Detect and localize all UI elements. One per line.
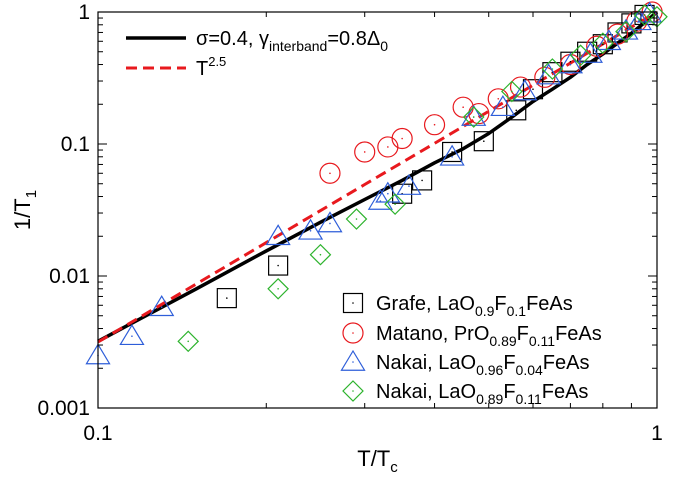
y-axis-label: 1/T1 — [10, 190, 40, 230]
legend-marker-1 — [342, 322, 364, 344]
legend-marker-label-2: Nakai, LaO0.96F0.04FeAs — [376, 352, 589, 378]
series-1-point-3 — [391, 127, 413, 150]
series-1-point-2 — [377, 136, 399, 158]
series-1-point-5 — [452, 96, 474, 118]
series-2-point-11 — [490, 95, 516, 117]
series-0-point-7 — [522, 79, 544, 100]
series-3-point-2 — [309, 243, 332, 266]
axes-layer: 0.1 1 0.001 0.01 0.1 1 T/Tc 1/T1 — [10, 1, 663, 476]
legend-marker-label-3: Nakai, LaO0.89F0.11FeAs — [376, 381, 588, 407]
x-tick-label-0: 0.1 — [83, 422, 112, 445]
series-2-point-3 — [265, 224, 291, 246]
series-3-point-1 — [267, 277, 289, 300]
series-3-point-10 — [615, 20, 637, 43]
series-3-point-3 — [345, 208, 368, 230]
series-3-point-5 — [462, 106, 485, 128]
series-2-point-4 — [297, 218, 324, 240]
series-3-point-4 — [384, 193, 406, 216]
curve-line-0 — [97, 10, 659, 343]
series-3-point-6 — [501, 80, 523, 103]
legend-marker-label-1: Matano, PrO0.89F0.11FeAs — [376, 323, 602, 349]
series-0-point-0 — [216, 288, 237, 309]
series-2-point-1 — [119, 324, 145, 346]
series-2-point-5 — [317, 211, 343, 233]
x-tick-label-1: 1 — [651, 422, 663, 445]
legend-marker-0 — [342, 292, 364, 314]
series-2-point-12 — [512, 79, 538, 101]
series-0-point-4 — [442, 141, 463, 163]
x-axis-label: T/Tc — [357, 446, 398, 476]
y-tick-label-2: 0.1 — [61, 133, 90, 156]
y-tick-label-3: 1 — [78, 1, 90, 24]
series-0-point-6 — [506, 100, 527, 121]
series-2-point-16 — [596, 29, 622, 51]
series-2-point-14 — [557, 52, 584, 74]
series-1-point-1 — [354, 141, 376, 163]
series-2-point-9 — [439, 144, 465, 166]
series-3-point-7 — [541, 58, 564, 80]
legend-marker-3 — [342, 380, 364, 402]
legend-marker-label-0: Grafe, LaO0.9F0.1FeAs — [376, 293, 573, 319]
series-2-point-2 — [149, 295, 175, 317]
y-tick-label-0: 0.001 — [37, 397, 90, 420]
legend-curve-label-0: σ=0.4, γinterband=0.8Δ0 — [196, 28, 388, 54]
series-3-point-8 — [569, 44, 592, 67]
series-0-point-5 — [473, 131, 494, 152]
series-1-point-0 — [319, 162, 341, 184]
series-2-point-8 — [396, 173, 422, 195]
series-1-point-7 — [487, 88, 509, 110]
series-0-point-1 — [268, 255, 289, 276]
legend-curve-label-1: T2.5 — [196, 54, 226, 80]
data-layer — [85, 1, 668, 365]
series-3-point-9 — [591, 32, 614, 55]
series-1-point-4 — [423, 114, 446, 136]
legend-marker-2 — [340, 349, 366, 371]
series-3-point-0 — [177, 330, 200, 353]
y-tick-label-1: 0.01 — [49, 265, 90, 288]
plot-frame — [97, 11, 658, 409]
